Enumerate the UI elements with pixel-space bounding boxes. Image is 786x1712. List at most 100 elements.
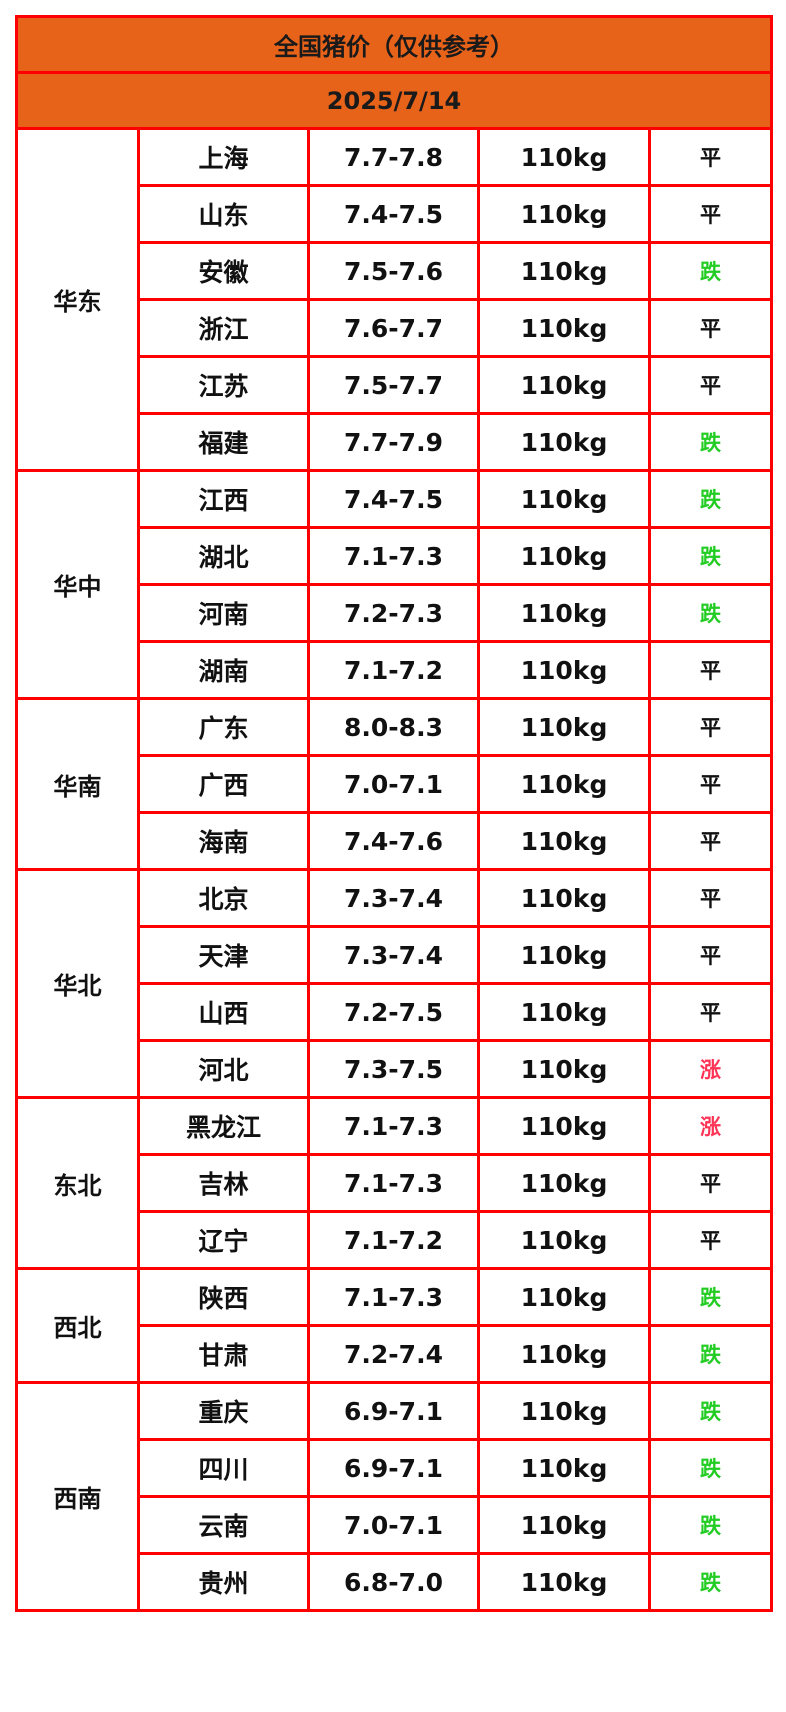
- weight-cell: 110kg: [477, 754, 651, 814]
- weight-cell: 110kg: [477, 127, 651, 187]
- table-row: 云南 7.0-7.1 110kg 跌: [17, 1495, 774, 1555]
- price-cell: 7.0-7.1: [307, 754, 480, 814]
- trend-cell: 平: [647, 982, 774, 1042]
- weight-cell: 110kg: [477, 469, 651, 529]
- trend-cell: 平: [647, 868, 774, 928]
- table-row: 华东 上海 7.7-7.8 110kg 平: [15, 127, 774, 472]
- table-row: 天津 7.3-7.4 110kg 平: [17, 925, 774, 985]
- price-cell: 7.4-7.5: [307, 469, 480, 529]
- price-cell: 7.1-7.2: [307, 1210, 480, 1270]
- weight-cell: 110kg: [477, 1324, 651, 1384]
- trend-cell: 跌: [647, 1438, 774, 1498]
- price-cell: 8.0-8.3: [307, 697, 480, 757]
- trend-cell: 平: [647, 640, 774, 700]
- trend-cell: 平: [647, 127, 774, 187]
- province-cell: 江西: [137, 469, 310, 529]
- region-cell: 华北: [15, 868, 140, 1099]
- table-row: 江苏 7.5-7.7 110kg 平: [17, 355, 774, 415]
- province-cell: 四川: [137, 1438, 310, 1498]
- price-cell: 7.1-7.3: [307, 1153, 480, 1213]
- trend-cell: 跌: [647, 1381, 774, 1441]
- price-cell: 7.7-7.9: [307, 412, 480, 472]
- trend-cell: 跌: [647, 241, 774, 301]
- table-row: 山东 7.4-7.5 110kg 平: [17, 184, 774, 244]
- trend-cell: 涨: [647, 1039, 774, 1099]
- price-cell: 6.8-7.0: [307, 1552, 480, 1612]
- trend-cell: 跌: [647, 526, 774, 586]
- table-row: 华南 广东 8.0-8.3 110kg 平: [15, 697, 774, 871]
- price-cell: 7.1-7.2: [307, 640, 480, 700]
- trend-cell: 平: [647, 1210, 774, 1270]
- price-cell: 7.4-7.5: [307, 184, 480, 244]
- province-cell: 山东: [137, 184, 310, 244]
- price-cell: 6.9-7.1: [307, 1381, 480, 1441]
- table-row: 安徽 7.5-7.6 110kg 跌: [17, 241, 774, 301]
- region-cell: 西南: [15, 1381, 140, 1612]
- price-cell: 7.5-7.7: [307, 355, 480, 415]
- weight-cell: 110kg: [477, 241, 651, 301]
- trend-cell: 跌: [647, 412, 774, 472]
- table-row: 浙江 7.6-7.7 110kg 平: [17, 298, 774, 358]
- trend-cell: 平: [647, 925, 774, 985]
- region-cell: 华南: [15, 697, 140, 871]
- trend-cell: 涨: [647, 1096, 774, 1156]
- price-cell: 7.1-7.3: [307, 1096, 480, 1156]
- province-cell: 浙江: [137, 298, 310, 358]
- trend-cell: 平: [647, 697, 774, 757]
- weight-cell: 110kg: [477, 355, 651, 415]
- province-cell: 福建: [137, 412, 310, 472]
- weight-cell: 110kg: [477, 1267, 651, 1327]
- weight-cell: 110kg: [477, 1438, 651, 1498]
- weight-cell: 110kg: [477, 184, 651, 244]
- table-row: 贵州 6.8-7.0 110kg 跌: [17, 1552, 774, 1612]
- province-cell: 吉林: [137, 1153, 310, 1213]
- weight-cell: 110kg: [477, 868, 651, 928]
- date-row: 2025/7/14: [14, 71, 774, 130]
- price-cell: 7.2-7.4: [307, 1324, 480, 1384]
- weight-cell: 110kg: [477, 412, 651, 472]
- weight-cell: 110kg: [477, 1495, 651, 1555]
- trend-cell: 平: [647, 184, 774, 244]
- price-cell: 7.3-7.5: [307, 1039, 480, 1099]
- pig-price-table: 全国猪价（仅供参考） 2025/7/14 华东 上海 7.7-7.8 110kg 平山东…: [14, 15, 774, 1612]
- trend-cell: 跌: [647, 469, 774, 529]
- table-row: 吉林 7.1-7.3 110kg 平: [17, 1153, 774, 1213]
- table-row: 福建 7.7-7.9 110kg 跌: [17, 412, 774, 472]
- price-cell: 7.5-7.6: [307, 241, 480, 301]
- trend-cell: 平: [647, 811, 774, 871]
- province-cell: 河南: [137, 583, 310, 643]
- table-row: 华北 北京 7.3-7.4 110kg 平: [15, 868, 774, 1099]
- province-cell: 河北: [137, 1039, 310, 1099]
- table-title: 全国猪价（仅供参考）: [14, 15, 774, 74]
- province-cell: 天津: [137, 925, 310, 985]
- weight-cell: 110kg: [477, 298, 651, 358]
- province-cell: 甘肃: [137, 1324, 310, 1384]
- province-cell: 陕西: [137, 1267, 310, 1327]
- weight-cell: 110kg: [477, 640, 651, 700]
- weight-cell: 110kg: [477, 526, 651, 586]
- weight-cell: 110kg: [477, 811, 651, 871]
- province-cell: 海南: [137, 811, 310, 871]
- price-cell: 7.4-7.6: [307, 811, 480, 871]
- weight-cell: 110kg: [477, 1381, 651, 1441]
- table-row: 河北 7.3-7.5 110kg 涨: [17, 1039, 774, 1099]
- region-cell: 华中: [15, 469, 140, 700]
- table-row: 湖北 7.1-7.3 110kg 跌: [17, 526, 774, 586]
- table-row: 四川 6.9-7.1 110kg 跌: [17, 1438, 774, 1498]
- province-cell: 北京: [137, 868, 310, 928]
- trend-cell: 跌: [647, 583, 774, 643]
- province-cell: 辽宁: [137, 1210, 310, 1270]
- table-row: 西北 陕西 7.1-7.3 110kg 跌: [15, 1267, 774, 1384]
- trend-cell: 跌: [647, 1495, 774, 1555]
- weight-cell: 110kg: [477, 1552, 651, 1612]
- trend-cell: 平: [647, 1153, 774, 1213]
- region-cell: 西北: [15, 1267, 140, 1384]
- province-cell: 山西: [137, 982, 310, 1042]
- weight-cell: 110kg: [477, 1210, 651, 1270]
- price-cell: 7.0-7.1: [307, 1495, 480, 1555]
- province-cell: 广东: [137, 697, 310, 757]
- region-cell: 华东: [15, 127, 140, 472]
- table-row: 山西 7.2-7.5 110kg 平: [17, 982, 774, 1042]
- province-cell: 黑龙江: [137, 1096, 310, 1156]
- province-cell: 安徽: [137, 241, 310, 301]
